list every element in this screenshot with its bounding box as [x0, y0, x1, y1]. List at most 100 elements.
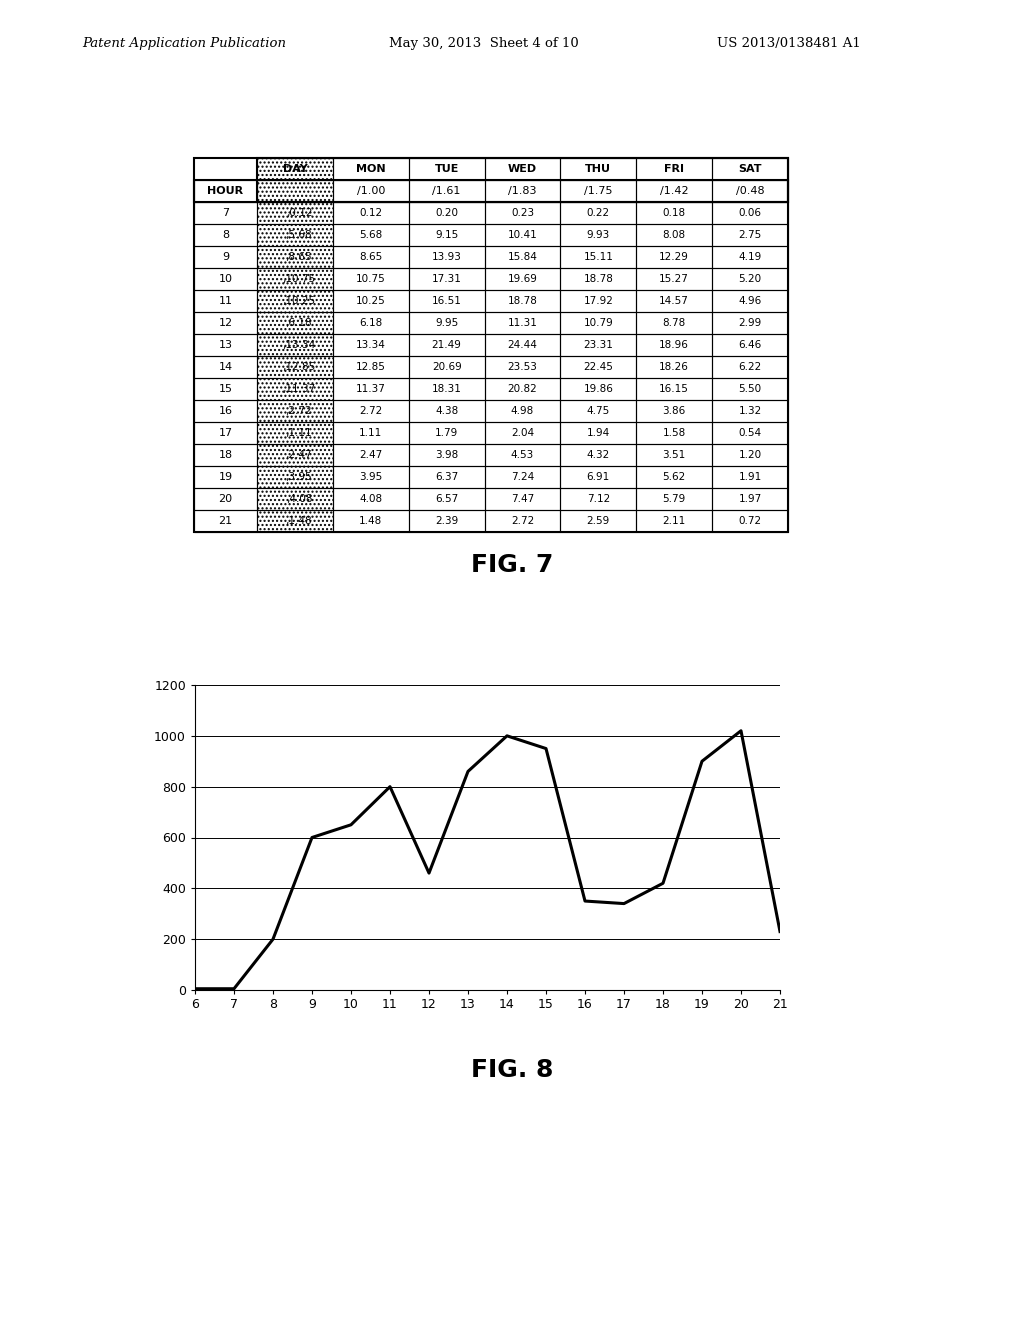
Bar	[560, 202, 636, 224]
Text: 0.23: 0.23	[511, 209, 535, 218]
Text: 10.25: 10.25	[356, 296, 386, 306]
Bar	[257, 400, 333, 422]
Text: 16.51: 16.51	[432, 296, 462, 306]
Text: ,2.47: ,2.47	[286, 450, 312, 459]
Text: 9.95: 9.95	[435, 318, 459, 327]
Bar	[409, 510, 484, 532]
Text: THU: THU	[586, 164, 611, 174]
Text: 14.57: 14.57	[659, 296, 689, 306]
Text: 3.51: 3.51	[663, 450, 686, 459]
Text: 6.18: 6.18	[359, 318, 382, 327]
Bar	[409, 158, 484, 180]
Bar	[712, 444, 788, 466]
Bar	[560, 378, 636, 400]
Bar	[333, 356, 409, 378]
Text: Patent Application Publication: Patent Application Publication	[82, 37, 286, 50]
Text: 8.78: 8.78	[663, 318, 686, 327]
Bar	[636, 290, 712, 312]
Bar	[712, 378, 788, 400]
Bar	[194, 378, 257, 400]
Text: 9.93: 9.93	[587, 230, 610, 240]
Text: 6.57: 6.57	[435, 494, 459, 504]
Bar	[636, 202, 712, 224]
Text: ,3.95: ,3.95	[286, 473, 312, 482]
Text: 2.04: 2.04	[511, 428, 535, 438]
Bar	[257, 246, 333, 268]
Bar	[333, 422, 409, 444]
Bar	[257, 356, 333, 378]
Text: 8: 8	[222, 230, 229, 240]
Bar	[484, 158, 560, 180]
Bar	[257, 510, 333, 532]
Text: 16.15: 16.15	[659, 384, 689, 393]
Bar	[257, 268, 333, 290]
Bar	[333, 312, 409, 334]
Text: 4.98: 4.98	[511, 407, 535, 416]
Text: 10.79: 10.79	[584, 318, 613, 327]
Text: DAY: DAY	[283, 164, 307, 174]
Text: 0.18: 0.18	[663, 209, 686, 218]
Text: 19.69: 19.69	[508, 275, 538, 284]
Bar	[560, 466, 636, 488]
Bar	[194, 246, 257, 268]
Bar	[484, 268, 560, 290]
Bar	[333, 444, 409, 466]
Text: 0.20: 0.20	[435, 209, 458, 218]
Text: 15: 15	[218, 384, 232, 393]
Text: 11: 11	[218, 296, 232, 306]
Text: 4.08: 4.08	[359, 494, 382, 504]
Text: 0.54: 0.54	[738, 428, 762, 438]
Text: ,10.75: ,10.75	[283, 275, 315, 284]
Bar	[333, 334, 409, 356]
Text: /1.00: /1.00	[356, 186, 385, 195]
Text: ,8.65: ,8.65	[286, 252, 312, 261]
Bar	[560, 290, 636, 312]
Text: 6.37: 6.37	[435, 473, 459, 482]
Text: 2.11: 2.11	[663, 516, 686, 525]
Bar	[333, 488, 409, 510]
Bar	[560, 246, 636, 268]
Bar	[560, 400, 636, 422]
Bar	[194, 224, 257, 246]
Bar	[712, 312, 788, 334]
Bar	[560, 312, 636, 334]
Bar	[560, 488, 636, 510]
Bar	[484, 378, 560, 400]
Text: 23.31: 23.31	[584, 341, 613, 350]
Text: 7.24: 7.24	[511, 473, 535, 482]
Bar	[560, 444, 636, 466]
Text: 18.31: 18.31	[432, 384, 462, 393]
Text: 2.72: 2.72	[359, 407, 382, 416]
Text: ,1.48: ,1.48	[286, 516, 312, 525]
Text: 7.47: 7.47	[511, 494, 535, 504]
Bar	[484, 488, 560, 510]
Bar	[409, 422, 484, 444]
Bar	[194, 312, 257, 334]
Text: 20.69: 20.69	[432, 362, 462, 372]
Text: /1.42: /1.42	[659, 186, 688, 195]
Text: 2.75: 2.75	[738, 230, 762, 240]
Bar	[636, 246, 712, 268]
Bar	[636, 312, 712, 334]
Text: 8.65: 8.65	[359, 252, 382, 261]
Text: 15.11: 15.11	[584, 252, 613, 261]
Text: 1.97: 1.97	[738, 494, 762, 504]
Bar	[194, 334, 257, 356]
Text: 18.26: 18.26	[659, 362, 689, 372]
Text: FIG. 7: FIG. 7	[471, 553, 553, 577]
Text: 17: 17	[218, 428, 232, 438]
Text: 6.46: 6.46	[738, 341, 762, 350]
Bar	[194, 400, 257, 422]
Bar	[333, 378, 409, 400]
Text: 20: 20	[218, 494, 232, 504]
Bar	[257, 312, 333, 334]
Bar	[560, 356, 636, 378]
Text: 21.49: 21.49	[432, 341, 462, 350]
Text: 1.20: 1.20	[738, 450, 762, 459]
Text: 17.31: 17.31	[432, 275, 462, 284]
Bar	[333, 290, 409, 312]
Bar	[257, 202, 333, 224]
Text: 12.85: 12.85	[356, 362, 386, 372]
Bar	[333, 268, 409, 290]
Text: 13.34: 13.34	[356, 341, 386, 350]
